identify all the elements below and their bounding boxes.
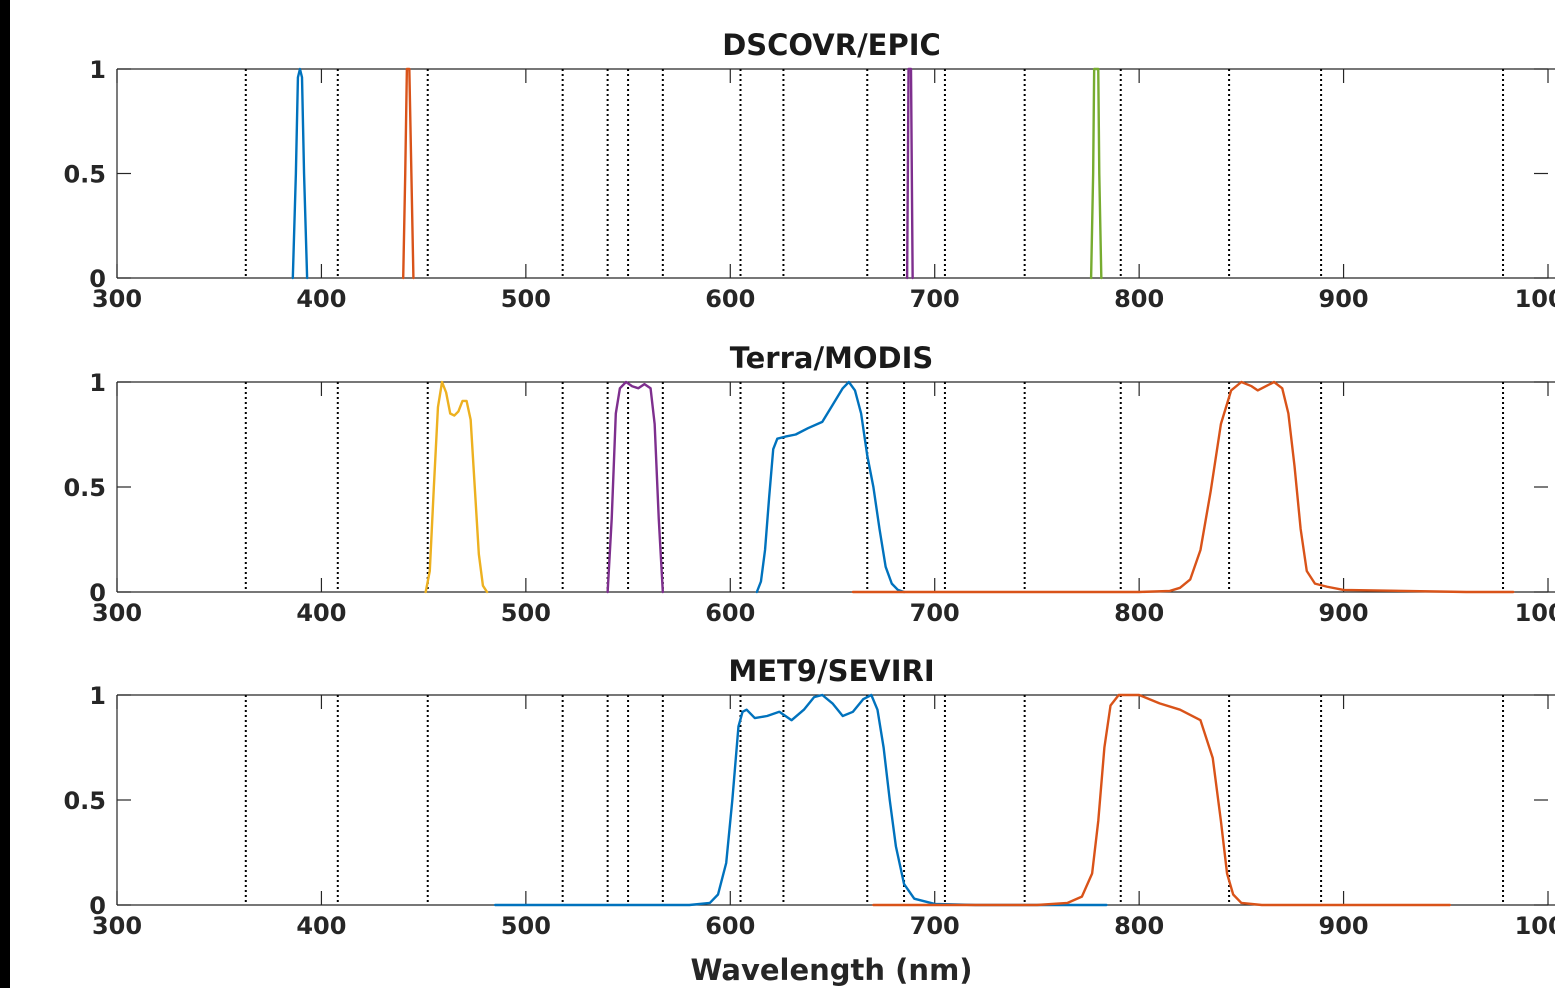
series-line-2 <box>606 380 665 594</box>
y-tick-label: 0.5 <box>63 161 106 189</box>
x-tick-label: 800 <box>1114 599 1164 627</box>
x-tick-label: 600 <box>705 912 755 940</box>
x-tick-label: 900 <box>1319 912 1369 940</box>
x-tick-label: 900 <box>1319 599 1369 627</box>
y-tick-label: 0 <box>89 892 106 920</box>
y-tick-label: 0 <box>89 265 106 293</box>
x-tick-label: 600 <box>705 599 755 627</box>
x-tick-label: 900 <box>1319 285 1369 313</box>
x-tick-label: 700 <box>910 599 960 627</box>
x-tick-label: 300 <box>92 285 142 313</box>
series-line-3 <box>905 67 914 280</box>
left-edge-bar <box>0 0 10 988</box>
x-tick-label: 300 <box>92 599 142 627</box>
x-tick-label: 800 <box>1114 285 1164 313</box>
series-line-2 <box>872 693 1452 907</box>
x-tick-label: 500 <box>501 599 551 627</box>
y-tick-label: 1 <box>89 56 106 84</box>
x-tick-label: 400 <box>296 599 346 627</box>
series-line-4 <box>1089 67 1103 280</box>
y-tick-label: 0.5 <box>63 787 106 815</box>
x-tick-label: 700 <box>910 285 960 313</box>
y-tick-label: 0.5 <box>63 474 106 502</box>
x-tick-label: 600 <box>705 285 755 313</box>
y-tick-label: 1 <box>89 682 106 710</box>
x-tick-label: 700 <box>910 912 960 940</box>
series-line-4 <box>851 380 1515 594</box>
panel-title: MET9/SEVIRI <box>728 654 934 688</box>
y-tick-label: 1 <box>89 369 106 397</box>
x-tick-label: 500 <box>501 285 551 313</box>
series-line-1 <box>493 693 1108 907</box>
series-line-3 <box>755 380 906 594</box>
x-tick-label: 300 <box>92 912 142 940</box>
panel-title: Terra/MODIS <box>730 341 934 375</box>
x-axis-label: Wavelength (nm) <box>690 953 972 987</box>
series-line-1 <box>424 380 489 594</box>
x-tick-label: 400 <box>296 912 346 940</box>
series-line-2 <box>402 67 415 280</box>
x-tick-label: 400 <box>296 285 346 313</box>
y-tick-label: 0 <box>89 579 106 607</box>
x-tick-label: 800 <box>1114 912 1164 940</box>
x-tick-label: 500 <box>501 912 551 940</box>
panel-title: DSCOVR/EPIC <box>722 28 941 62</box>
series-line-1 <box>291 67 309 280</box>
